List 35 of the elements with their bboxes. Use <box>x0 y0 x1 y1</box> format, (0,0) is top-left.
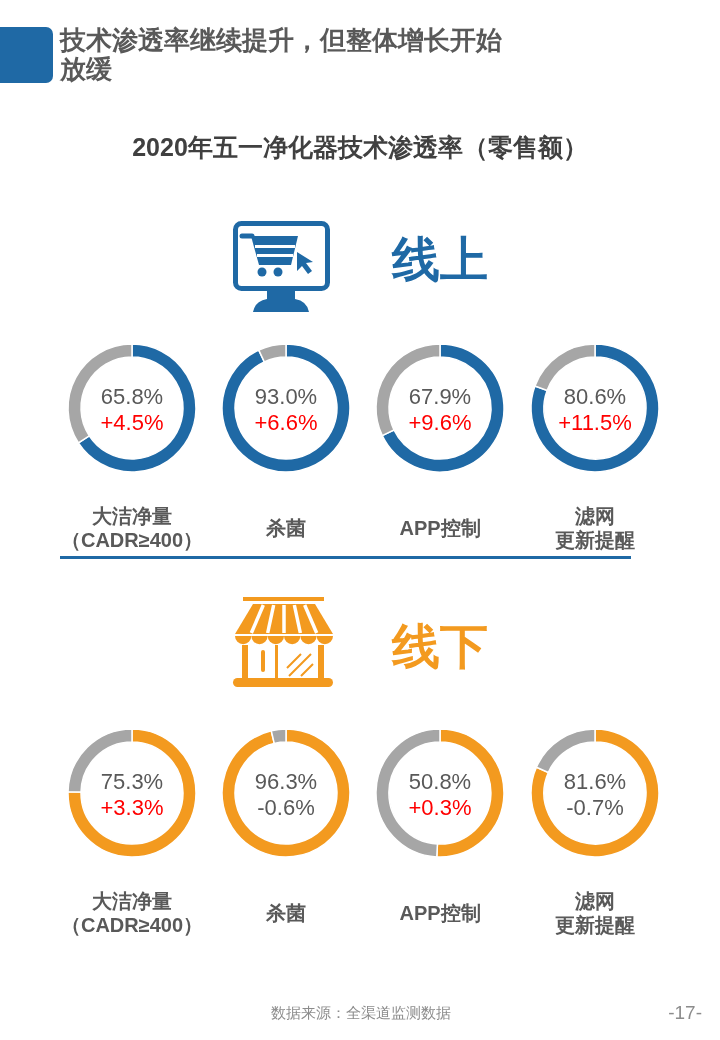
donut-slice <box>67 728 197 858</box>
data-label: 96.3% <box>253 769 319 795</box>
data-label: 65.8% <box>99 384 165 410</box>
data-label: 93.0% <box>253 384 319 410</box>
donut-slice <box>530 728 660 858</box>
text: APP控制 <box>398 901 482 925</box>
text: 线上 <box>390 232 489 288</box>
data-label: 67.9% <box>407 384 473 410</box>
text: -17- <box>668 1001 702 1025</box>
text: 技术渗透率继续提升，但整体增长开始放缓 <box>60 25 503 84</box>
text: +9.6% <box>407 410 473 436</box>
data-label: 80.6% <box>562 384 628 410</box>
text: 大洁净量（CADR≥400） <box>59 504 205 552</box>
donut-slice <box>221 343 351 473</box>
text: APP控制 <box>398 516 482 540</box>
data-label: 50.8% <box>407 769 473 795</box>
source-note: 数据来源：全渠道监测数据 <box>271 1004 451 1021</box>
text: 滤网更新提醒 <box>554 504 636 552</box>
text: +6.6% <box>253 410 319 436</box>
text: +0.3% <box>407 795 473 821</box>
text: 大洁净量（CADR≥400） <box>59 889 205 937</box>
text: -0.6% <box>256 795 316 821</box>
donut-slice <box>221 728 351 858</box>
donut-slice <box>530 343 660 473</box>
data-label: 81.6% <box>562 769 628 795</box>
text: 线下 <box>390 619 489 675</box>
data-label: 75.3% <box>99 769 165 795</box>
text: 杀菌 <box>266 517 306 539</box>
text: +4.5% <box>99 410 165 436</box>
text: -0.7% <box>565 795 625 821</box>
text: +3.3% <box>99 795 165 821</box>
text: +11.5% <box>557 410 633 436</box>
text: 2020年五一净化器技术渗透率（零售额） <box>131 132 589 163</box>
text: 滤网更新提醒 <box>554 889 636 937</box>
text: 杀菌 <box>266 902 306 924</box>
